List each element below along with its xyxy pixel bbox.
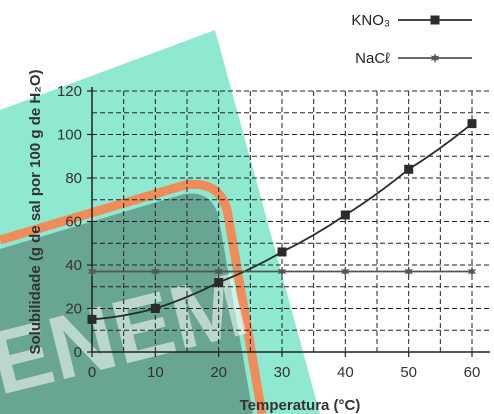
legend-label-kno3: KNO₃ [351,12,390,29]
kno3-data-point [404,164,414,174]
kno3-data-point [277,247,287,257]
kno3-data-point [467,119,477,129]
dark-panel-shape [0,193,253,414]
grid [92,90,490,352]
y-tick-label: 20 [65,301,82,318]
nacl-series [87,266,477,277]
nacl-data-point [87,266,97,277]
y-tick-label: 120 [57,83,82,100]
legend: KNO₃ NaCℓ [351,12,472,67]
x-tick-label: 20 [210,364,227,381]
x-tick-label: 40 [337,364,354,381]
kno3-data-point [87,314,97,324]
x-tick-label: 60 [464,364,481,381]
y-tick-label: 100 [57,127,82,144]
nacl-data-point [341,266,350,277]
y-tick-label: 0 [74,344,82,361]
y-tick-label: 40 [65,257,82,274]
y-axis-title: Solubilidade (g de sal por 100 g de H₂O) [27,69,44,354]
nacl-data-point [277,266,287,277]
y-tick-label: 60 [65,214,82,231]
y-tick-label: 80 [65,170,82,187]
nacl-data-point [214,266,223,277]
x-tick-label: 0 [88,364,96,381]
x-tick-label: 10 [147,364,164,381]
legend-marker-nacl [430,53,440,63]
orange-frame-shape [0,179,267,414]
legend-label-nacl: NaCℓ [355,50,390,67]
nacl-data-point [404,266,413,277]
x-tick-label: 50 [400,364,417,381]
kno3-data-point [340,210,350,220]
x-axis-title: Temperatura (°C) [240,397,361,414]
x-tick-label: 30 [274,364,291,381]
kno3-data-point [150,304,160,313]
kno3-series [87,119,477,324]
kno3-data-point [214,277,224,287]
nacl-data-point [467,266,477,277]
series [87,119,477,324]
nacl-data-point [151,266,160,277]
axes: 0 20 40 60 80 100 120 0 10 20 30 40 50 60 [57,83,490,381]
legend-marker-kno3 [430,15,440,25]
